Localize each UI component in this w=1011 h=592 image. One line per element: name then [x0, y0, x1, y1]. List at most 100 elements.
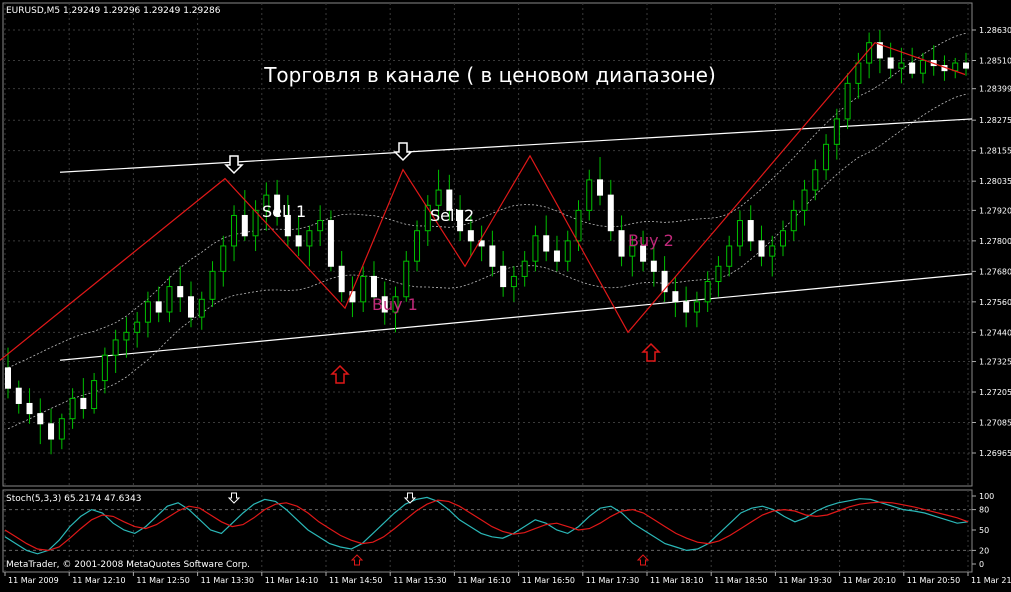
candle-bear [5, 367, 11, 389]
candle-bull [801, 189, 808, 211]
candle-bull [263, 194, 270, 211]
copyright-text: MetaTrader, © 2001-2008 MetaQuotes Softw… [6, 560, 250, 570]
lower-band [7, 93, 967, 430]
candle-bull [112, 339, 119, 356]
stoch-tick-label: 80 [979, 506, 989, 515]
price-tick-label: 1.26965 [979, 449, 1011, 458]
time-axis: 11 Mar 2009 11 Mar 12:10 11 Mar 12:50 11 Ma… [4, 572, 1011, 585]
candle-bear [177, 286, 184, 298]
time-tick-label: 11 Mar 17:30 [586, 576, 639, 585]
candle-bull [231, 214, 238, 247]
time-tick-label: 11 Mar 2009 [8, 576, 59, 585]
symbol-info: EURUSD,M5 1.29249 1.29296 1.29249 1.2928… [6, 6, 221, 16]
annotation-buy-1: Buy 1 [372, 295, 418, 314]
candle-bear [500, 265, 507, 288]
candle-bull [693, 301, 700, 313]
candle-bear [618, 230, 625, 257]
channel-upper-line [59, 118, 973, 173]
candle-bull [866, 42, 873, 64]
candle-bear [607, 194, 614, 232]
time-tick-label: 11 Mar 12:10 [72, 576, 125, 585]
candle-bear [327, 220, 334, 267]
time-tick-label: 11 Mar 18:50 [714, 576, 767, 585]
candle-bull [435, 189, 442, 206]
candle-bear [887, 57, 894, 69]
candle-bear [48, 423, 55, 440]
stoch-tick-label: 50 [979, 526, 989, 535]
candle-bear [370, 275, 377, 298]
candle-bear [489, 245, 496, 267]
buy-arrow-icon [330, 364, 350, 384]
time-tick-label: 11 Mar 14:10 [265, 576, 318, 585]
candle-bull [220, 245, 227, 272]
candle-bear [187, 296, 194, 318]
stoch-main-line [4, 496, 969, 555]
candle-bull [252, 209, 259, 237]
candle-bear [640, 245, 647, 262]
stoch-sell-arrow-icon [227, 492, 241, 504]
time-tick-label: 11 Mar 14:50 [329, 576, 382, 585]
annotation-buy-2: Buy 2 [628, 231, 674, 250]
candle-bear [672, 291, 679, 303]
stoch-tick-label: 0 [979, 560, 984, 569]
candle-bear [963, 62, 969, 69]
candle-bull [898, 62, 905, 69]
candle-bull [833, 118, 840, 145]
price-tick-label: 1.28399 [979, 85, 1011, 94]
candle-bear [876, 42, 883, 59]
candle-bear [467, 230, 474, 242]
stoch-signal-line [4, 499, 969, 552]
price-tick-label: 1.27560 [979, 298, 1011, 307]
candle-bull [317, 220, 324, 232]
candle-bull [575, 209, 582, 242]
stochastic-lines [4, 496, 969, 555]
zigzag-path [0, 41, 966, 361]
price-tick-label: 1.27680 [979, 267, 1011, 276]
sell-arrow-icon [393, 142, 413, 162]
price-tick-label: 1.28630 [979, 26, 1011, 35]
candle-bull [360, 275, 367, 303]
candle-bear [597, 179, 604, 196]
bollinger-bands [7, 32, 967, 430]
candle-bear [15, 387, 22, 404]
time-tick-label: 11 Mar 20:10 [843, 576, 896, 585]
time-tick-label: 11 Mar 18:10 [650, 576, 703, 585]
candle-bull [392, 296, 399, 313]
candle-bull [919, 59, 926, 74]
main-grid [3, 3, 972, 486]
candle-bull [780, 230, 787, 247]
candle-bull [812, 169, 819, 191]
stoch-axis: 100 80 50 20 0 [972, 492, 994, 569]
stoch-panel-frame [2, 489, 973, 573]
candle-bear [155, 301, 162, 313]
candle-bear [80, 397, 87, 410]
candle-bull [91, 380, 98, 410]
time-tick-label: 11 Mar 13:30 [201, 576, 254, 585]
candles [5, 30, 969, 455]
time-tick-label: 11 Mar 19:30 [778, 576, 831, 585]
upper-band [7, 32, 967, 369]
price-tick-label: 1.27440 [979, 328, 1011, 337]
candle-bull [414, 230, 421, 262]
price-tick-label: 1.28155 [979, 147, 1011, 156]
time-tick-label: 11 Mar 16:10 [457, 576, 510, 585]
candle-bull [123, 331, 130, 341]
candle-bear [457, 209, 464, 232]
candle-bull [790, 209, 797, 232]
price-tick-label: 1.27800 [979, 237, 1011, 246]
chart-title: Торговля в канале ( в ценовом диапазоне) [263, 63, 716, 87]
candle-bear [747, 220, 754, 242]
candle-bear [758, 240, 765, 257]
candle-bear [909, 62, 916, 74]
candle-bull [564, 240, 571, 262]
candle-bull [586, 179, 593, 211]
candle-bull [209, 270, 216, 300]
candle-bull [769, 245, 776, 257]
candle-bear [683, 301, 690, 313]
buy-arrow-icon [641, 342, 661, 362]
sell-arrow-icon [224, 155, 244, 175]
price-tick-label: 1.28035 [979, 177, 1011, 186]
candle-bull [823, 143, 830, 171]
